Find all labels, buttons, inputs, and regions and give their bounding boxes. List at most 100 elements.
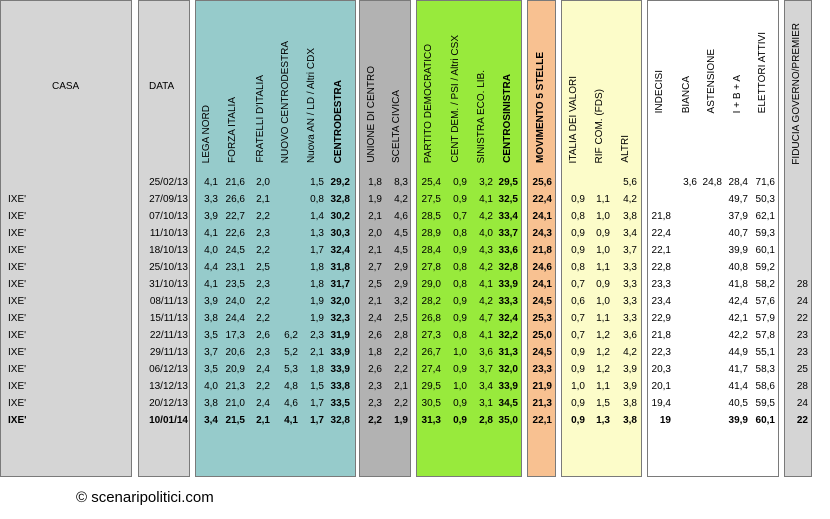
cell-data: 08/11/13: [149, 296, 188, 307]
cell-rif: 1,0: [596, 245, 610, 256]
cell-altri: 3,6: [623, 330, 637, 341]
cell-cent: 0,9: [453, 364, 467, 375]
cell-ncd: 5,3: [284, 364, 298, 375]
table-row: IXE' 13/12/13 4,0 21,3 2,2 4,8 1,5 33,8 2,3 2,1 29…: [0, 379, 830, 396]
cell-udc: 2,5: [368, 279, 382, 290]
header-m5s: MOVIMENTO 5 STELLE: [535, 52, 546, 163]
cell-m5s: 25,0: [532, 330, 552, 341]
casa-header: CASA: [52, 81, 80, 92]
cell-fi: 20,6: [225, 347, 245, 358]
cell-cdx: 31,8: [330, 262, 350, 273]
cell-pd: 29,0: [421, 279, 441, 290]
cell-csx: 35,0: [498, 415, 518, 426]
cell-sc: 2,1: [394, 381, 408, 392]
cell-rif: 1,1: [596, 194, 610, 205]
cell-sc: 4,5: [394, 228, 408, 239]
cell-casa: IXE': [8, 262, 27, 273]
cell-pd: 27,4: [421, 364, 441, 375]
cell-ncd: 4,6: [284, 398, 298, 409]
data-header: DATA: [149, 81, 175, 92]
cell-iba: 37,9: [728, 211, 748, 222]
cell-rif: 1,1: [596, 262, 610, 273]
cell-iba: 40,8: [728, 262, 748, 273]
cell-cdx: 30,2: [330, 211, 350, 222]
cell-csx: 33,4: [498, 211, 518, 222]
cell-cdx: 33,9: [330, 364, 350, 375]
table-row: IXE' 25/10/13 4,4 23,1 2,5 1,8 31,8 2,7 2,9 27,8 0…: [0, 260, 830, 277]
cell-att: 59,3: [755, 228, 775, 239]
table-row: IXE' 22/11/13 3,5 17,3 2,6 6,2 2,3 31,9 2,6 2,8 27…: [0, 328, 830, 345]
cell-m5s: 25,6: [532, 177, 552, 188]
cell-cent: 0,9: [453, 177, 467, 188]
cell-fid: 22: [796, 313, 808, 324]
cell-m5s: 21,9: [532, 381, 552, 392]
header-sel: SINISTRA ECO. LIB.: [476, 69, 487, 163]
cell-altri: 3,9: [623, 381, 637, 392]
cell-fid: 24: [796, 296, 808, 307]
cell-sc: 8,3: [394, 177, 408, 188]
cell-sc: 2,2: [394, 364, 408, 375]
cell-csx: 32,8: [498, 262, 518, 273]
cell-altri: 4,2: [623, 194, 637, 205]
cell-casa: IXE': [8, 313, 27, 324]
cell-iba: 42,1: [728, 313, 748, 324]
cell-ast: 24,8: [702, 177, 722, 188]
data-panel: [138, 0, 190, 477]
centrodestra-panel: [195, 0, 356, 477]
cell-ind: 19: [659, 415, 671, 426]
cell-sel: 4,3: [479, 245, 493, 256]
header-scelta-civica: SCELTA CIVICA: [391, 90, 402, 163]
cell-pd: 31,3: [421, 415, 441, 426]
cell-ncd: 4,1: [284, 415, 298, 426]
cell-csx: 33,6: [498, 245, 518, 256]
cell-cent: 0,8: [453, 330, 467, 341]
table-row: IXE' 29/11/13 3,7 20,6 2,3 5,2 2,1 33,9 1,8 2,2 26…: [0, 345, 830, 362]
header-rif-com: RIF COM. (FDS): [594, 88, 605, 163]
cell-rif: 0,9: [596, 279, 610, 290]
cell-rif: 1,0: [596, 296, 610, 307]
m5s-panel: [527, 0, 556, 477]
cell-sel: 4,1: [479, 330, 493, 341]
cell-casa: IXE': [8, 415, 27, 426]
cell-udc: 2,2: [368, 415, 382, 426]
cell-att: 57,6: [755, 296, 775, 307]
cell-udc: 2,6: [368, 364, 382, 375]
cell-ln: 3,5: [204, 330, 218, 341]
cell-cent: 0,9: [453, 245, 467, 256]
header-centrodestra: CENTRODESTRA: [333, 79, 344, 163]
cell-pd: 28,4: [421, 245, 441, 256]
cell-ln: 3,9: [204, 211, 218, 222]
cell-att: 58,6: [755, 381, 775, 392]
cell-sc: 2,8: [394, 330, 408, 341]
cell-cent: 0,9: [453, 194, 467, 205]
cell-att: 60,1: [755, 415, 775, 426]
cell-fdi: 2,1: [256, 415, 270, 426]
cell-csx: 33,3: [498, 296, 518, 307]
cell-ln: 3,3: [204, 194, 218, 205]
cell-pd: 28,9: [421, 228, 441, 239]
cell-iba: 42,2: [728, 330, 748, 341]
cell-nan: 1,5: [310, 177, 324, 188]
cell-iba: 41,4: [728, 381, 748, 392]
cell-data: 07/10/13: [149, 211, 188, 222]
cell-nan: 1,8: [310, 279, 324, 290]
cell-data: 10/01/14: [149, 415, 188, 426]
cell-m5s: 22,4: [532, 194, 552, 205]
cell-att: 62,1: [755, 211, 775, 222]
cell-fdi: 2,4: [256, 398, 270, 409]
header-astensione: ASTENSIONE: [706, 48, 717, 113]
cell-att: 59,5: [755, 398, 775, 409]
cell-sel: 2,8: [479, 415, 493, 426]
cell-nan: 1,7: [310, 415, 324, 426]
cell-ln: 4,0: [204, 381, 218, 392]
cell-data: 27/09/13: [149, 194, 188, 205]
table-row: IXE' 08/11/13 3,9 24,0 2,2 1,9 32,0 2,1 3,2 28,2 0…: [0, 294, 830, 311]
table-row: IXE' 06/12/13 3,5 20,9 2,4 5,3 1,8 33,9 2,6 2,2 27…: [0, 362, 830, 379]
cell-data: 18/10/13: [149, 245, 188, 256]
cell-fdi: 2,3: [256, 228, 270, 239]
cell-cdx: 33,8: [330, 381, 350, 392]
cell-nan: 1,9: [310, 313, 324, 324]
cell-data: 29/11/13: [149, 347, 188, 358]
cell-altri: 3,7: [623, 245, 637, 256]
cell-ind: 22,1: [651, 245, 671, 256]
